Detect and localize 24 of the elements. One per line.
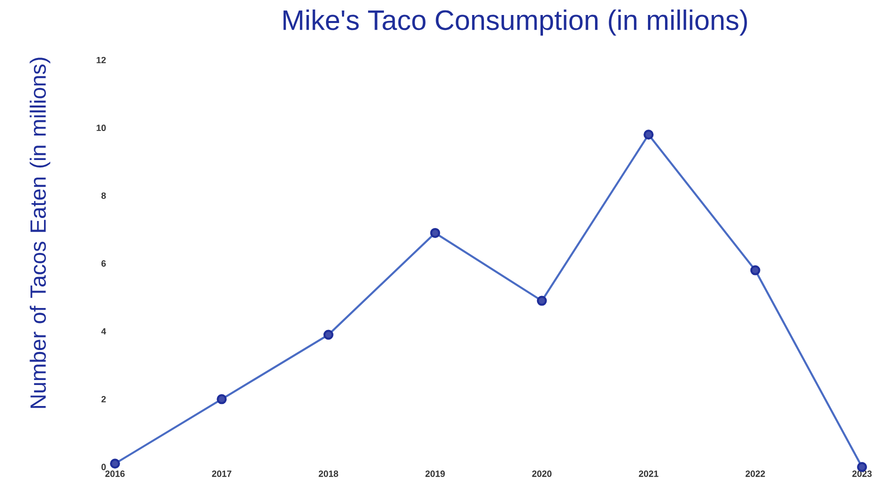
x-tick-label: 2018: [318, 470, 338, 477]
x-tick-label: 2021: [638, 470, 658, 477]
y-tick-label: 2: [101, 396, 106, 402]
x-tick-label: 2017: [212, 470, 232, 477]
x-tick-label: 2020: [532, 470, 552, 477]
point: [323, 330, 334, 340]
point: [110, 458, 120, 469]
y-tick-label: 8: [101, 192, 106, 199]
x-tick-label: 2016: [105, 470, 125, 477]
x-tick-label: 2022: [746, 470, 765, 477]
x-tick-label: 2023: [852, 470, 872, 477]
y-axis-title: Number of Tacos Eaten (in millions): [30, 58, 50, 408]
x-tick-label: 2019: [425, 470, 445, 477]
y-tick-label: 12: [96, 56, 106, 64]
point: [430, 228, 440, 238]
y-tick-label: 10: [96, 124, 106, 132]
point: [536, 296, 547, 306]
y-tick-label: 6: [101, 260, 106, 267]
y-tick-label: 4: [101, 328, 106, 334]
point: [750, 265, 760, 276]
point: [216, 394, 227, 404]
point: [644, 130, 654, 140]
y-tick-label: 0: [101, 464, 106, 470]
chart-title: Mike's Taco Consumption (in millions): [284, 10, 747, 36]
